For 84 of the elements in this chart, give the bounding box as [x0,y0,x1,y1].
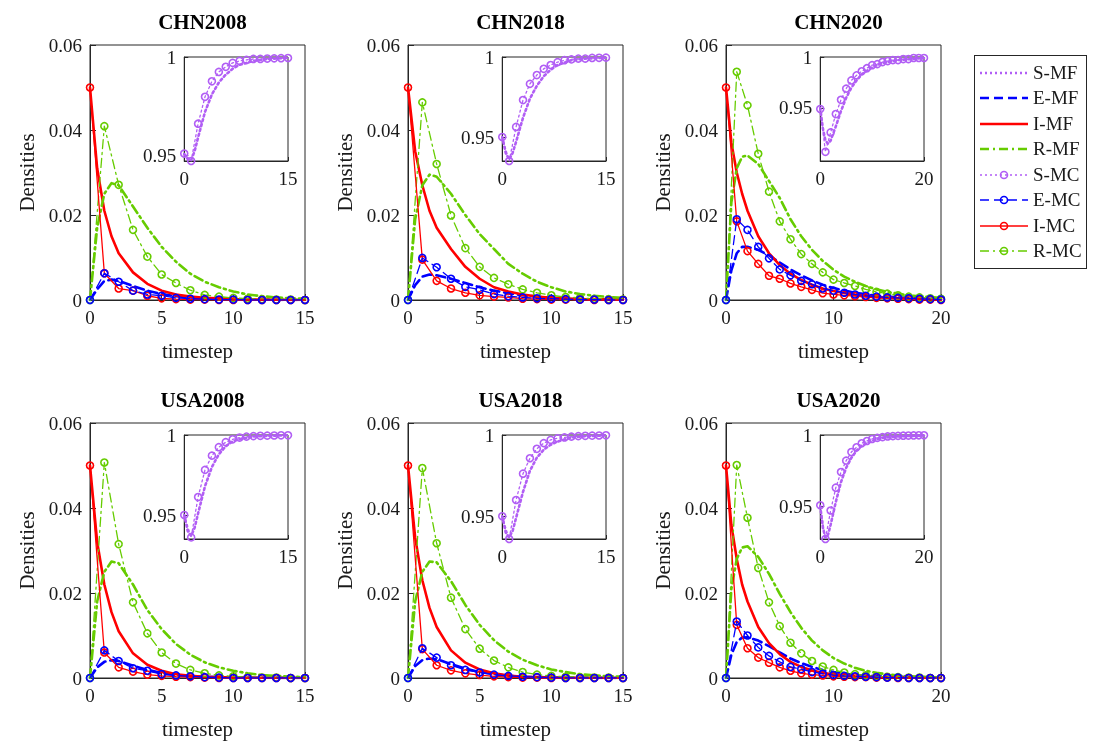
y-tick-label: 0.02 [366,582,400,604]
y-tick-label: 0.06 [366,412,400,434]
y-axis-title: Densities [333,511,358,590]
y-axis-title: Densities [651,133,676,212]
x-tick-label: 20 [914,168,934,189]
y-tick-label: 0.95 [143,504,177,526]
x-tick-label: 10 [824,307,843,328]
y-tick-label: 0.06 [48,34,82,56]
x-tick-label: 15 [596,546,616,567]
y-tick-label: 0.95 [779,495,813,517]
y-tick-label: 1 [802,424,813,446]
y-tick-label: 0.04 [366,119,401,141]
legend-label: R-MC [1033,240,1082,263]
y-tick-label: 0.06 [48,412,82,434]
x-axis-title: timestep [161,338,234,363]
y-tick-label: 0 [72,289,82,311]
x-axis-title: timestep [161,716,234,741]
legend-label: S-MF [1033,61,1078,84]
chart-title: USA2008 [160,387,245,412]
y-tick-label: 0 [72,667,82,689]
legend-label: I-MF [1033,112,1074,135]
y-tick-label: 0.04 [684,119,719,141]
x-axis-title: timestep [479,716,552,741]
y-axis-title: Densities [15,511,40,590]
y-tick-label: 0 [708,289,718,311]
chart-title: USA2018 [478,387,563,412]
y-tick-label: 0.06 [684,412,718,434]
y-tick-label: 1 [484,424,495,446]
x-tick-label: 20 [931,307,951,328]
legend-label: S-MC [1033,163,1080,186]
legend-label: E-MF [1033,87,1079,110]
x-tick-label: 5 [474,685,485,706]
x-tick-label: 10 [541,685,561,706]
y-tick-label: 0.95 [143,144,177,166]
y-tick-label: 0.95 [461,126,495,148]
x-tick-label: 15 [295,685,315,706]
y-tick-label: 0.06 [366,34,400,56]
y-tick-label: 0.06 [684,34,718,56]
y-tick-label: 0 [708,667,718,689]
chart-title: USA2020 [796,387,881,412]
y-tick-label: 0.04 [684,497,719,519]
x-tick-label: 5 [156,685,167,706]
x-axis-title: timestep [797,716,870,741]
y-axis-title: Densities [15,133,40,212]
x-tick-label: 15 [596,168,616,189]
y-tick-label: 0.02 [684,582,718,604]
y-tick-label: 0.04 [48,119,83,141]
x-tick-label: 20 [914,546,934,567]
x-tick-label: 15 [613,307,633,328]
x-tick-label: 5 [474,307,485,328]
y-tick-label: 0.02 [48,204,82,226]
y-tick-label: 0 [390,667,400,689]
y-tick-label: 0.04 [366,497,401,519]
x-tick-label: 5 [156,307,167,328]
x-tick-label: 15 [278,546,298,567]
y-tick-label: 0.04 [48,497,83,519]
x-tick-label: 15 [613,685,633,706]
y-tick-label: 0 [390,289,400,311]
x-tick-label: 15 [295,307,315,328]
x-tick-label: 10 [824,685,843,706]
y-tick-label: 1 [166,46,177,68]
y-axis-title: Densities [651,511,676,590]
chart-title: CHN2008 [158,9,247,34]
chart-title: CHN2020 [794,9,883,34]
y-tick-label: 0.02 [48,582,82,604]
x-tick-label: 20 [931,685,951,706]
legend-label: E-MC [1033,189,1081,212]
x-tick-label: 10 [223,685,243,706]
x-tick-label: 15 [278,168,298,189]
y-tick-label: 0.02 [366,204,400,226]
y-axis-title: Densities [333,133,358,212]
x-axis-title: timestep [797,338,870,363]
x-axis-title: timestep [479,338,552,363]
x-tick-label: 10 [223,307,243,328]
y-tick-label: 1 [484,46,495,68]
y-tick-label: 0.02 [684,204,718,226]
x-tick-label: 10 [541,307,561,328]
legend-label: R-MF [1033,138,1080,161]
legend-label: I-MC [1033,214,1076,237]
y-tick-label: 0.95 [461,505,495,527]
chart-title: CHN2018 [476,9,565,34]
y-tick-label: 0.95 [779,97,813,119]
y-tick-label: 1 [802,46,813,68]
y-tick-label: 1 [166,424,177,446]
